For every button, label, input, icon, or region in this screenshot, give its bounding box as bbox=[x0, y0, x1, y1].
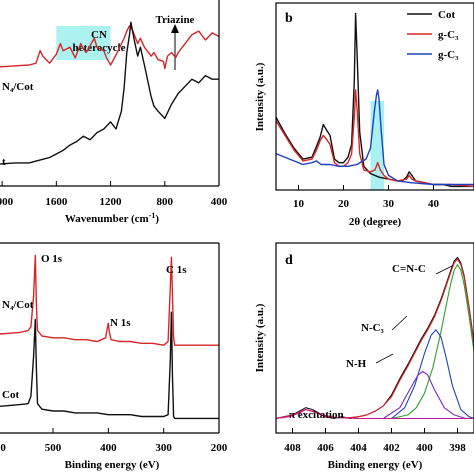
peak-label-n1s: N 1s bbox=[110, 317, 131, 329]
panel-d-x-axis-label: Binding energy (eV) bbox=[328, 459, 423, 471]
peak-label-c1s: C 1s bbox=[166, 264, 187, 276]
x-tick-label: 20 bbox=[338, 198, 350, 210]
n-h-pointer bbox=[375, 353, 394, 364]
series-line-4-2 bbox=[275, 258, 474, 420]
x-tick-label: 1200 bbox=[100, 196, 123, 208]
panel-c-series-label-black: Cot bbox=[2, 389, 19, 401]
x-tick-label: 600 bbox=[0, 442, 6, 454]
x-tick-label: 406 bbox=[317, 442, 334, 454]
panel-a-x-axis-label: Wavenumber (cm-1) bbox=[65, 211, 160, 225]
series-line-3-1 bbox=[0, 254, 219, 346]
panel-c-x-axis-label: Binding energy (eV) bbox=[65, 459, 160, 471]
series-line-2-2 bbox=[275, 89, 474, 188]
panel-b-legend: Cot g-C₃ g-C₃ bbox=[407, 9, 459, 61]
series-line-4-1 bbox=[275, 256, 474, 420]
x-tick-label: 404 bbox=[350, 442, 367, 454]
panel-b-frame bbox=[275, 2, 474, 191]
series-line-4-4 bbox=[391, 329, 474, 420]
panel-b-letter: b bbox=[285, 11, 293, 26]
x-tick-label: 398 bbox=[449, 442, 466, 454]
peak-label-o1s: O 1s bbox=[41, 253, 63, 265]
panel-c-x-ticks: 600 500 400 300 200 bbox=[0, 428, 228, 454]
series-line-4-5 bbox=[382, 370, 474, 420]
legend-label-g-c3-red: g-C₃ bbox=[438, 29, 459, 41]
panel-a-series-label-red: N₄/Cot bbox=[2, 81, 34, 93]
series-line-4-6 bbox=[275, 408, 474, 420]
x-tick-label: 2000 bbox=[0, 196, 14, 208]
series-line-2-3 bbox=[275, 89, 474, 186]
n-c3-pointer bbox=[391, 315, 408, 331]
panel-c-series bbox=[0, 254, 219, 420]
x-tick-label: 30 bbox=[383, 198, 395, 210]
x-tick-label: 200 bbox=[211, 442, 228, 454]
x-tick-label: 800 bbox=[157, 196, 174, 208]
peak-label-n-c3: N-C₃ bbox=[361, 322, 385, 334]
c-n-c-pointer bbox=[435, 265, 453, 275]
x-tick-label: 40 bbox=[428, 198, 440, 210]
panel-d: 408 406 404 402 400 398 Intensity (a.u.) Bind… bbox=[254, 242, 474, 471]
series-line-3-2 bbox=[0, 311, 219, 420]
x-tick-label: 10 bbox=[293, 198, 305, 210]
x-tick-label: 400 bbox=[211, 196, 228, 208]
x-tick-label: 400 bbox=[416, 442, 433, 454]
panel-b-y-axis-label: Intensity (a.u.) bbox=[254, 62, 266, 131]
legend-label-g-c3-blue: g-C₃ bbox=[438, 49, 459, 61]
panel-c: O 1s N 1s C 1s N₄/Cot Cot 600 500 400 300 20… bbox=[0, 242, 228, 471]
x-tick-label: 408 bbox=[284, 442, 301, 454]
x-tick-label: 1600 bbox=[45, 196, 68, 208]
panel-d-series bbox=[275, 256, 474, 420]
peak-label-n-h: N-H bbox=[346, 358, 367, 370]
x-tick-label: 500 bbox=[45, 442, 62, 454]
panel-a: CN heterocycle Triazine N₄/Cot t 2000160… bbox=[0, 0, 228, 225]
panel-b-x-ticks: 10 20 30 40 bbox=[293, 185, 440, 210]
x-tick-label: 402 bbox=[383, 442, 400, 454]
panel-d-frame bbox=[275, 242, 474, 434]
panel-a-series bbox=[0, 21, 220, 165]
x-tick-label: 400 bbox=[100, 442, 117, 454]
legend-label-cot: Cot bbox=[438, 9, 455, 21]
panel-b-x-axis-label: 2θ (degree) bbox=[349, 216, 402, 228]
x-tick-label: 300 bbox=[155, 442, 172, 454]
series-line-1-2 bbox=[0, 21, 219, 165]
panel-b-series bbox=[275, 12, 474, 188]
panel-d-letter: d bbox=[285, 253, 293, 268]
panel-a-series-label-black: t bbox=[2, 156, 6, 168]
panel-a-x-ticks: 2000 1600 1200 800 400 bbox=[0, 181, 228, 208]
peak-label-pi-excitation: π excitation bbox=[289, 409, 344, 421]
series-line-1-1 bbox=[0, 25, 220, 70]
panel-d-y-axis-label: Intensity (a.u.) bbox=[254, 303, 266, 372]
series-line-4-3 bbox=[391, 264, 474, 420]
panel-d-x-ticks: 408 406 404 402 400 398 bbox=[284, 428, 466, 454]
peak-label-c-n-c: C=N-C bbox=[392, 263, 426, 275]
cn-heterocycle-band bbox=[56, 26, 111, 60]
triazine-label: Triazine bbox=[156, 14, 195, 26]
panel-c-series-label-red: N₄/Cot bbox=[2, 299, 34, 311]
cn-heterocycle-label-1: CN bbox=[91, 29, 107, 41]
triazine-arrowhead bbox=[171, 24, 179, 33]
panel-b: 10 20 30 40 Intensity (a.u.) 2θ (degree) b … bbox=[254, 2, 474, 228]
